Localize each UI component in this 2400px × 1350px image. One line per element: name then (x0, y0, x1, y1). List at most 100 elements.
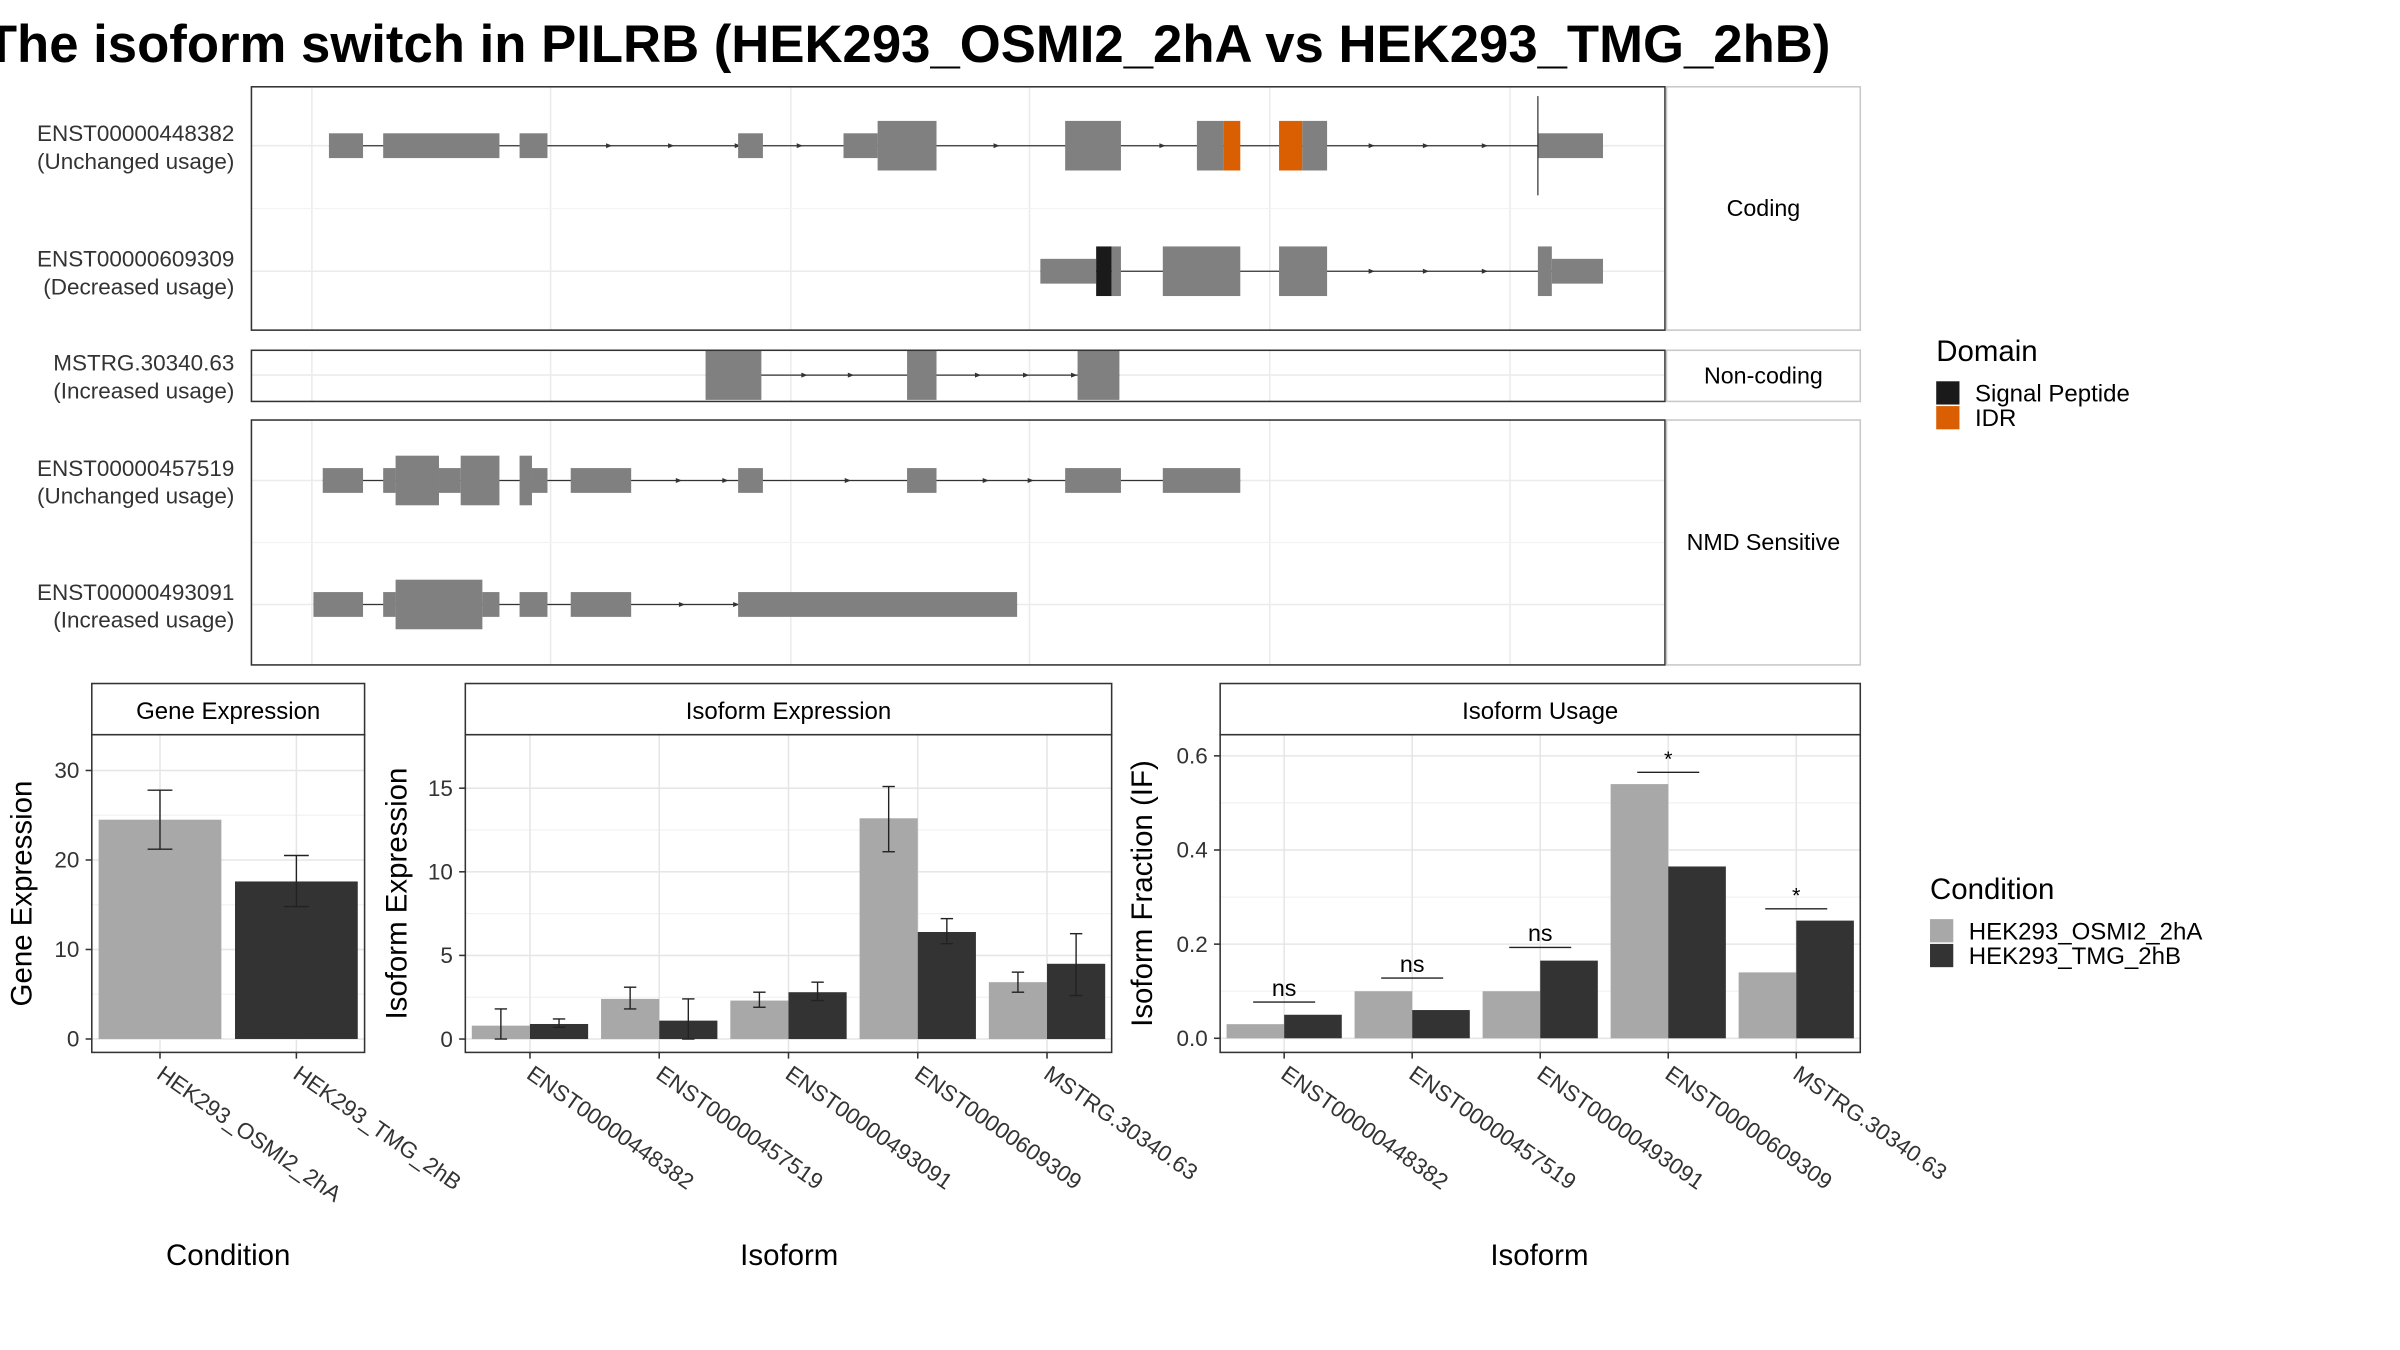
plot-strip (464, 682, 1113, 736)
condition-legend-title: Condition (1930, 873, 2054, 906)
exon (383, 133, 500, 159)
exon (313, 592, 364, 617)
strand-arrow (796, 143, 803, 149)
panel-border (250, 349, 1666, 403)
condition-legend-label: HEK293_OSMI2_2hA (1969, 918, 2203, 945)
domain-legend-swatch (1936, 381, 1960, 405)
strand-arrow (734, 143, 741, 149)
exon (738, 592, 1018, 617)
exon (907, 350, 937, 400)
exon (1065, 468, 1121, 493)
bar (1354, 991, 1413, 1039)
exon (383, 592, 396, 617)
expression-bar-charts: Gene Expression0102030HEK293_OSMI2_2hAHE… (5, 682, 1951, 1272)
panel-border (250, 86, 1666, 331)
bar (1796, 920, 1854, 1039)
y-tick-label: 0.4 (1176, 838, 1207, 863)
exon (531, 468, 548, 493)
plot-strip-title: Gene Expression (136, 698, 320, 725)
domain-legend-label: Signal Peptide (1975, 380, 2130, 407)
y-tick-label: 0 (67, 1027, 80, 1052)
isoform-id-label: ENST00000448382 (37, 121, 234, 146)
x-axis-title: Isoform (1490, 1239, 1588, 1272)
isoform-usage-label: (Unchanged usage) (37, 149, 234, 174)
exon (1077, 350, 1120, 400)
strand-arrow (847, 372, 855, 378)
strand-arrow (982, 478, 989, 483)
exon (322, 468, 364, 493)
condition-legend-swatch (1930, 919, 1954, 943)
isoform-ENST00000448382: ENST00000448382 (Unchanged usage) (37, 120, 1603, 174)
strand-arrow (1481, 268, 1488, 274)
strand-arrow (993, 143, 1000, 149)
strand-arrow (1422, 268, 1430, 274)
bar (859, 818, 918, 1040)
structure-panel-coding: ENST00000448382(Unchanged usage)ENST0000… (37, 86, 1862, 331)
strand-arrow (1159, 143, 1166, 149)
isoform-usage-label: (Increased usage) (53, 608, 234, 633)
plot-strip (1219, 682, 1862, 736)
structure-panel-nmd-sensitive: ENST00000457519(Unchanged usage)ENST0000… (37, 419, 1862, 666)
exon (1162, 246, 1241, 297)
chart-isoform-expression: Isoform Expression051015ENST00000448382E… (380, 682, 1202, 1272)
panel-border (250, 419, 1666, 666)
strand-arrow (606, 143, 613, 149)
y-tick-label: 0.6 (1176, 744, 1207, 769)
x-axis-title: Isoform (740, 1239, 838, 1272)
panel-strip (1665, 419, 1862, 666)
isoform-usage-label: (Decreased usage) (43, 274, 234, 299)
bar (1610, 784, 1669, 1039)
exon (395, 579, 483, 630)
exon (738, 468, 763, 493)
strand-arrow (733, 601, 740, 607)
exon (1537, 133, 1603, 159)
bar (1226, 1024, 1285, 1039)
exon (1111, 246, 1121, 297)
isoform-id-label: MSTRG.30340.63 (53, 350, 234, 375)
exon (1302, 120, 1328, 171)
panel-strip (1665, 86, 1862, 331)
exon (519, 592, 548, 617)
bar (98, 819, 222, 1039)
strand-arrow (675, 478, 683, 483)
significance-label: * (1664, 746, 1673, 771)
y-tick-label: 20 (54, 848, 79, 873)
y-tick-label: 30 (54, 758, 79, 783)
signal-peptide-domain (1096, 246, 1112, 297)
exon (519, 133, 548, 159)
y-axis-title: Gene Expression (5, 781, 38, 1007)
domain-legend-swatch (1936, 406, 1960, 430)
bar (529, 1023, 589, 1040)
exon (1162, 468, 1241, 493)
strand-arrow (1422, 143, 1430, 149)
strand-arrow (668, 143, 675, 149)
strand-arrow (801, 372, 808, 378)
y-tick-label: 10 (54, 937, 79, 962)
significance-label: * (1792, 883, 1801, 908)
significance-label: ns (1272, 975, 1297, 1001)
exon (1279, 246, 1328, 297)
bar (1284, 1014, 1342, 1039)
plot-strip (91, 682, 366, 736)
strand-arrow (722, 478, 729, 483)
y-tick-label: 15 (428, 776, 453, 801)
bar (1738, 972, 1797, 1039)
condition-legend-label: HEK293_TMG_2hB (1969, 943, 2181, 970)
y-tick-label: 5 (440, 943, 453, 968)
condition-legend-swatch (1930, 943, 1954, 968)
y-tick-label: 0 (440, 1027, 453, 1052)
exon (570, 468, 632, 493)
panel-strip-label: Coding (1727, 195, 1801, 221)
exon (907, 468, 937, 493)
exon (438, 468, 461, 493)
domain-legend-label: IDR (1975, 405, 2016, 432)
domain-legend-title: Domain (1936, 335, 2037, 368)
exon (1196, 120, 1224, 171)
isoform-ENST00000609309: ENST00000609309(Decreased usage) (37, 246, 1603, 299)
isoform-MSTRG.30340.63: MSTRG.30340.63 (Increased usage) (53, 350, 1120, 403)
bar (1540, 960, 1598, 1039)
exon (1040, 258, 1097, 284)
